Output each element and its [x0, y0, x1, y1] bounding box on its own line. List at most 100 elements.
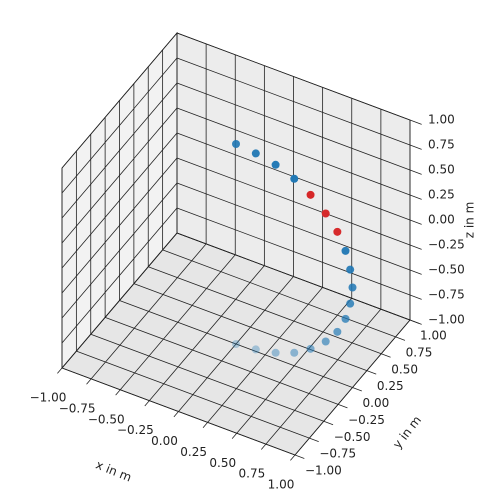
grid-line [176, 57, 411, 146]
z-tick-label: −0.25 [428, 238, 465, 252]
point [251, 149, 260, 158]
grid-line [90, 333, 324, 422]
tick-mark [409, 169, 422, 175]
tick-mark [352, 387, 362, 392]
grid-line [176, 182, 411, 271]
x-tick-label: −1.00 [30, 391, 67, 405]
grid-line [133, 283, 368, 371]
z-tick-label: 0.75 [428, 138, 455, 152]
y-tick-label: −0.50 [334, 430, 371, 444]
grid-line [176, 82, 411, 171]
point [346, 299, 355, 308]
grid-line [176, 232, 411, 321]
tick-mark [231, 432, 238, 439]
grid-line [61, 32, 178, 169]
y-tick-label: −0.75 [319, 447, 356, 461]
tick-mark [409, 119, 422, 125]
y-tick-label: 1.00 [420, 329, 447, 343]
point [271, 348, 280, 357]
x-tick-label: 0.50 [209, 456, 236, 470]
z-tick-label: −1.00 [428, 313, 465, 327]
grid-line [61, 207, 178, 344]
point [341, 314, 350, 323]
point [271, 160, 280, 169]
z-tick-label: −0.50 [428, 263, 465, 277]
x-tick-label: 0.75 [239, 467, 266, 481]
point [341, 246, 350, 255]
point [333, 327, 342, 336]
grid-line [104, 317, 339, 405]
point [290, 174, 299, 183]
tick-mark [202, 422, 208, 429]
point [333, 227, 342, 236]
x-tick-label: −0.25 [117, 423, 154, 437]
tick-mark [395, 336, 406, 341]
z-axis-label: z in m [463, 202, 477, 239]
point [348, 283, 357, 292]
y-tick-label: −1.00 [305, 464, 342, 478]
tick-mark [381, 353, 391, 358]
grid-line [162, 249, 396, 338]
point [306, 344, 315, 353]
x-tick-label: −0.50 [88, 412, 125, 426]
tick-mark [409, 244, 422, 250]
point [251, 345, 260, 354]
y-tick-label: 0.25 [377, 379, 404, 393]
point [290, 348, 299, 357]
tick-mark [173, 411, 179, 418]
grid-line [61, 367, 296, 456]
tick-mark [409, 269, 422, 275]
tick-mark [144, 400, 150, 407]
grid-line [176, 157, 411, 246]
tick-mark [260, 443, 267, 450]
grid-line [61, 107, 178, 244]
y-tick-label: 0.00 [363, 396, 390, 410]
x-tick-label: −0.75 [59, 401, 96, 415]
z-tick-label: 0.50 [428, 163, 455, 177]
grid-line [61, 132, 178, 269]
grid-line [176, 207, 411, 296]
x-tick-label: 1.00 [268, 478, 295, 492]
grid-line [119, 300, 353, 388]
x-tick-label: 0.25 [180, 445, 207, 459]
tick-mark [309, 437, 319, 442]
z-tick-label: 0.00 [428, 213, 455, 227]
tick-mark [409, 194, 422, 200]
y-tick-label: −0.25 [348, 413, 385, 427]
y-tick-label: 0.50 [391, 362, 418, 376]
tick-mark [337, 404, 348, 409]
grid-line [61, 157, 178, 294]
tick-mark [409, 319, 422, 325]
point [306, 190, 315, 199]
grid-line [61, 232, 178, 369]
point [321, 337, 330, 346]
grid-line [76, 350, 310, 439]
z-tick-label: 1.00 [428, 113, 455, 127]
point [232, 340, 240, 348]
tick-mark [409, 219, 422, 225]
tick-mark [366, 370, 377, 375]
tick-mark [409, 294, 422, 300]
y-tick-label: 0.75 [406, 345, 433, 359]
z-tick-label: 0.25 [428, 188, 455, 202]
tick-mark [290, 454, 296, 461]
point [346, 265, 355, 274]
z-tick-label: −0.75 [428, 288, 465, 302]
tick-mark [294, 454, 305, 459]
tick-mark [115, 389, 121, 396]
grid-line [176, 107, 411, 196]
grid-line [176, 32, 411, 121]
grid-line [148, 266, 382, 355]
tick-mark [409, 144, 422, 150]
grid-line [61, 57, 178, 194]
point [321, 209, 330, 218]
x-tick-label: 0.00 [151, 434, 178, 448]
grid-line [61, 182, 178, 319]
x-axis-label: x in m [94, 458, 134, 485]
tick-mark [57, 367, 63, 374]
point [232, 140, 240, 148]
grid-line [61, 82, 178, 219]
tick-mark [323, 420, 334, 426]
